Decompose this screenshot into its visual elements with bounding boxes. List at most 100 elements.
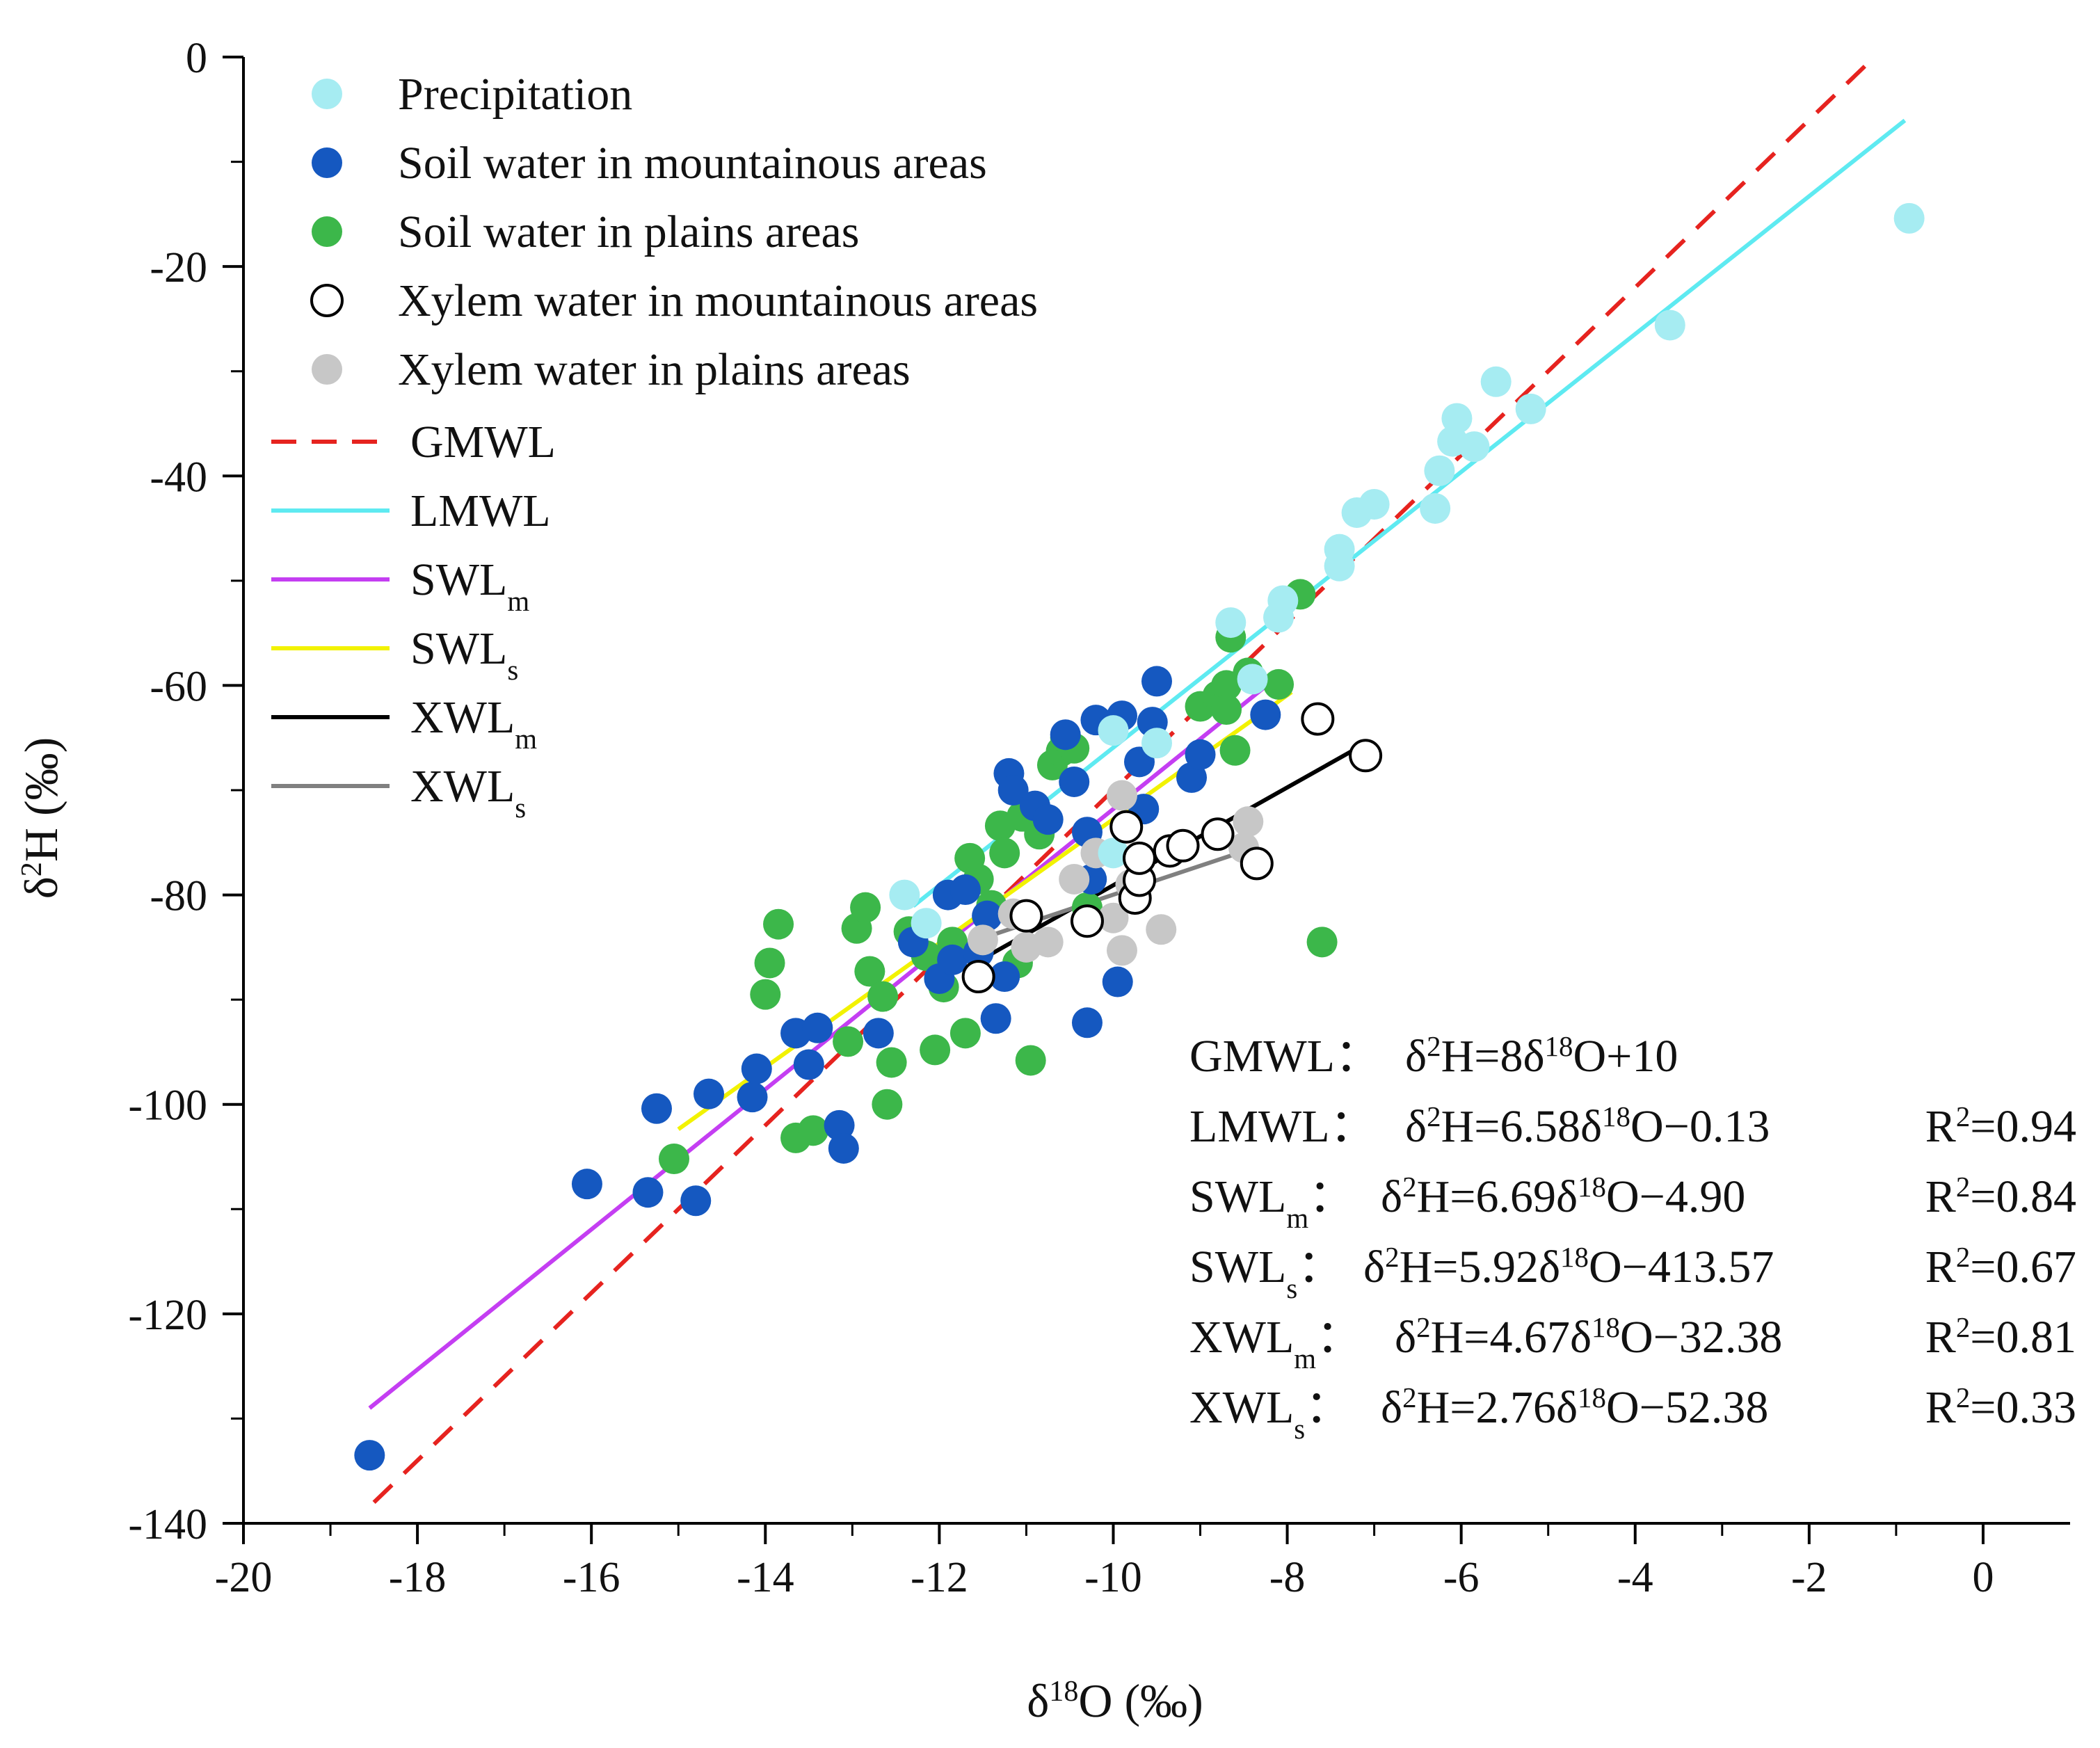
annotation-colon: ：: [1335, 1031, 1381, 1082]
annotation-colon: ：: [1316, 1312, 1362, 1363]
annotation-swl_m: SWLm：: [1189, 1171, 1354, 1234]
legend-marker-precip: [312, 79, 342, 109]
soil_m-point: [694, 1078, 725, 1109]
equation-swl_s: δ2H=5.92δ18O−413.57: [1363, 1242, 1774, 1293]
soil_p-point: [750, 979, 781, 1010]
soil_p-point: [989, 837, 1020, 869]
legend-subscript: s: [515, 792, 526, 824]
legend-label-xylem_m: Xylem water in mountainous areas: [398, 275, 1038, 326]
equation-text: H=2.76δ: [1417, 1382, 1578, 1433]
equation-text: O−4.90: [1606, 1171, 1745, 1222]
x-tick-label: -20: [215, 1554, 273, 1601]
soil_m-point: [824, 1109, 855, 1141]
r2-xwl_s: R2=0.33: [1925, 1382, 2076, 1434]
r2-lmwl: R2=0.94: [1925, 1101, 2076, 1153]
soil_m-point: [1176, 762, 1208, 793]
equation-text: H=8δ: [1441, 1031, 1545, 1082]
precip-point: [911, 908, 942, 939]
annotation-colon: ：: [1330, 1101, 1376, 1152]
y-tick-label: -140: [128, 1501, 207, 1548]
y-tick-label: -60: [150, 663, 207, 710]
equation-delta: δ: [1381, 1171, 1402, 1222]
precip-point: [1263, 602, 1295, 633]
legend-marker-soil_m: [312, 147, 342, 178]
r2-sup: 2: [1956, 1101, 1970, 1132]
equation-gmwl: δ2H=8δ18O+10: [1405, 1031, 1678, 1082]
soil_m-point: [949, 874, 981, 906]
r2-text: R: [1925, 1312, 1956, 1363]
xylem_p-point: [1059, 863, 1090, 895]
y-tick-label: -100: [128, 1082, 207, 1130]
legend-marker-soil_p: [312, 216, 342, 247]
axes: -20 -18 -16 -14 -12 -10 -8 -6 -4 -2 00-20-40-60-80…: [128, 35, 2070, 1601]
legend-label-xylem_p: Xylem water in plains areas: [398, 344, 911, 395]
equation-sup: 18: [1560, 1242, 1589, 1273]
r2-sup: 2: [1956, 1382, 1970, 1413]
soil_m-point: [989, 961, 1020, 993]
equation-delta: δ: [1381, 1382, 1402, 1433]
equation-sup: 2: [1402, 1171, 1416, 1203]
x-tick-label: 0: [1972, 1554, 1994, 1601]
soil_p-point: [1219, 735, 1251, 766]
r2-text: R: [1925, 1171, 1956, 1222]
equation-text: H=6.58δ: [1441, 1101, 1602, 1152]
soil_p-point: [1211, 694, 1242, 725]
soil_p-point: [872, 1089, 903, 1120]
annotation-label: SWL: [1189, 1171, 1286, 1222]
precip-point: [1424, 455, 1455, 486]
annotation-label: SWL: [1189, 1242, 1286, 1292]
r2-value: =0.33: [1970, 1382, 2076, 1433]
precip-point: [1420, 492, 1451, 524]
equation-delta: δ: [1363, 1242, 1385, 1292]
equation-delta: δ: [1405, 1101, 1427, 1152]
xylem_p-point: [1106, 780, 1137, 811]
equation-xwl_s: δ2H=2.76δ18O−52.38: [1381, 1382, 1768, 1434]
soil_p-point: [1263, 668, 1295, 700]
precip-point: [1654, 310, 1685, 341]
x-tick-label: -18: [389, 1554, 447, 1601]
x-tick-label: -12: [911, 1554, 968, 1601]
equation-text: O+10: [1573, 1031, 1678, 1082]
soil_m-point: [737, 1082, 768, 1113]
soil_p-point: [754, 947, 785, 979]
soil_m-point: [997, 775, 1029, 805]
r2-value: =0.84: [1970, 1171, 2076, 1222]
r2-text: R: [1925, 1101, 1956, 1152]
soil_m-point: [1071, 1007, 1103, 1039]
soil_p-point: [1306, 927, 1338, 958]
soil_m-point: [793, 1049, 824, 1080]
equation-text: O−52.38: [1606, 1382, 1768, 1433]
r2-sup: 2: [1956, 1171, 1970, 1203]
r2-swl_s: R2=0.67: [1925, 1242, 2076, 1293]
precip-point: [1098, 837, 1129, 869]
soil_m-point: [354, 1440, 385, 1471]
equation-sup: 18: [1578, 1171, 1606, 1203]
soil_m-point: [680, 1185, 712, 1217]
soil_m-point: [741, 1053, 772, 1084]
xylem_m-point: [961, 960, 995, 994]
legend-text: SWL: [410, 554, 507, 605]
xylem_m-point: [1070, 904, 1104, 938]
r2-text: R: [1925, 1382, 1956, 1433]
annotation-lmwl: LMWL：: [1189, 1101, 1376, 1152]
soil_p-point: [850, 892, 881, 923]
soil_p-point: [763, 908, 794, 940]
soil_p-point: [876, 1047, 907, 1078]
equation-sup: 18: [1545, 1031, 1573, 1062]
precip-point: [1441, 403, 1473, 434]
annotation-xwl_m: XWLm：: [1189, 1312, 1362, 1374]
xylem_p-point: [1032, 927, 1064, 958]
soil_m-point: [1050, 719, 1081, 751]
gmwl-line: [372, 59, 1872, 1505]
annotation-xwl_s: XWLs：: [1189, 1382, 1351, 1445]
equation-delta: δ: [1405, 1031, 1427, 1082]
equation-sup: 2: [1416, 1312, 1430, 1343]
equation-lmwl: δ2H=6.58δ18O−0.13: [1405, 1101, 1770, 1153]
soil_m-point: [980, 1003, 1011, 1034]
equation-text: H=6.69δ: [1417, 1171, 1578, 1222]
annotation-colon: ：: [1305, 1382, 1351, 1433]
soil_m-point: [1059, 766, 1090, 797]
equation-text: O−32.38: [1620, 1312, 1782, 1363]
y-tick-label: -80: [150, 873, 207, 920]
r2-sup: 2: [1956, 1242, 1970, 1273]
